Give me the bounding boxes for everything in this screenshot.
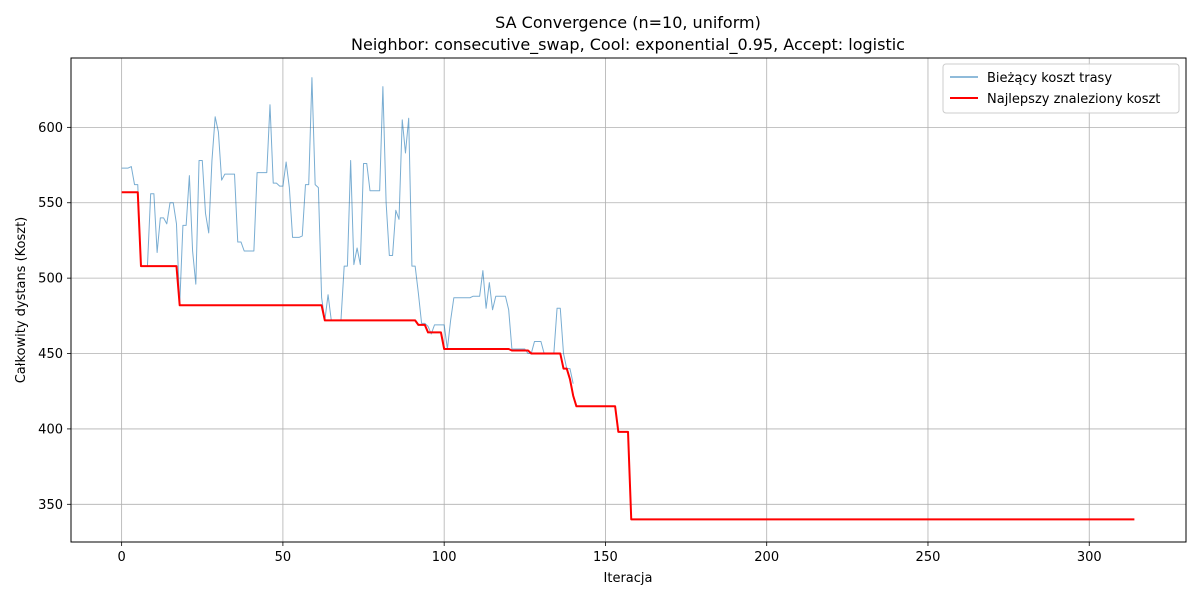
- x-tick-label: 250: [916, 550, 941, 565]
- y-tick-label: 400: [38, 422, 63, 437]
- legend-box: [942, 63, 1180, 114]
- legend-label-best-cost: Najlepszy znaleziony koszt: [987, 92, 1160, 107]
- x-tick-label: 200: [754, 550, 779, 565]
- x-tick-label: 300: [1077, 550, 1102, 565]
- x-tick-label: 0: [117, 550, 125, 565]
- x-tick-label: 150: [593, 550, 618, 565]
- series-layer: [121, 77, 1135, 521]
- y-tick-label: 350: [38, 498, 63, 513]
- x-tick-label: 50: [275, 550, 292, 565]
- grid-lines: [71, 58, 1186, 542]
- x-axis-label: Iteracja: [604, 571, 653, 586]
- y-tick-label: 550: [38, 196, 63, 211]
- axis-ticks: 0 50 100 150 200 250 300 350 400 450 500 550 600: [38, 121, 1101, 565]
- y-tick-label: 600: [38, 121, 63, 136]
- x-tick-label: 100: [432, 550, 457, 565]
- legend: Bieżący koszt trasy Najlepszy znaleziony…: [942, 63, 1180, 114]
- legend-label-current-cost: Bieżący koszt trasy: [987, 71, 1112, 86]
- y-tick-label: 450: [38, 347, 63, 362]
- chart-subtitle: Neighbor: consecutive_swap, Cool: expone…: [351, 35, 905, 55]
- current-cost-line: [121, 77, 574, 384]
- plot-frame: [70, 57, 1187, 543]
- y-tick-label: 500: [38, 272, 63, 287]
- chart-title: SA Convergence (n=10, uniform): [495, 13, 761, 32]
- y-axis-label: Całkowity dystans (Koszt): [14, 217, 29, 384]
- best-cost-line: [121, 191, 1135, 521]
